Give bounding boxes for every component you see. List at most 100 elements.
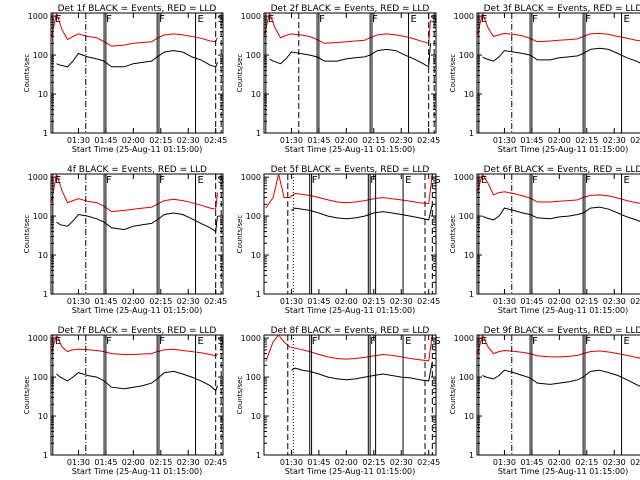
x-tick-label: 02:30 [603,136,626,145]
y-tick-label: 100 [459,212,474,221]
y-tick-label: 1 [469,290,474,299]
plot-panel-9: Det 9f BLACK = Events, RED = LLD 1 10 100 10… [449,326,640,476]
x-tick-label: 02:45 [417,136,440,145]
plot-title: Det 7f BLACK = Events, RED = LLD [58,326,217,336]
y-tick-label: 10 [464,412,474,421]
x-tick-label: 01:45 [307,136,330,145]
event-marker-label: F [159,14,165,25]
y-tick-label: 1000 [454,334,474,343]
y-tick-label: 100 [246,373,261,382]
series-line-lld [265,335,433,362]
plot-frame [263,173,437,295]
y-tick-label: 10 [464,90,474,99]
x-tick-label: 02:30 [390,297,413,306]
event-marker-label: E [198,336,204,347]
series-line-lld [477,13,640,43]
y-tick-label: 1 [469,451,474,460]
x-tick-label: 02:15 [149,458,172,467]
y-axis-label: Counts/sec [449,54,457,93]
series-line-events [269,43,431,68]
event-marker-label: F [370,175,376,186]
series-line-lld [477,174,640,204]
event-marker-label: E [405,175,411,186]
series-line-lld [51,13,218,47]
event-marker-label: F [106,14,112,25]
series-line-lld [51,335,218,357]
y-axis-label: Counts/sec [236,54,244,93]
x-tick-label: 02:00 [548,136,571,145]
y-tick-label: 1000 [28,12,48,21]
x-tick-label: 02:45 [204,297,227,306]
y-tick-label: 1 [43,290,48,299]
y-tick-label: 10 [251,412,261,421]
event-marker-label: F [312,175,318,186]
x-tick-label: 02:00 [548,297,571,306]
x-tick-label: 01:30 [280,136,303,145]
event-marker-label: F [159,175,165,186]
x-tick-label: 02:15 [149,297,172,306]
y-axis-label: Counts/sec [23,376,31,415]
x-tick-label: 01:45 [307,297,330,306]
event-marker-label: E [481,336,487,347]
series-line-events [482,369,640,387]
event-marker-label: S [434,175,440,186]
event-marker-label: E [198,175,204,186]
plot-panel-7: Det 7f BLACK = Events, RED = LLD 1 10 100 10… [23,326,227,476]
event-marker-label: F [319,14,325,25]
event-marker-label: E [55,336,61,347]
x-axis-label: Start Time (25-Aug-11 01:15:00) [285,145,416,154]
event-marker-label: S [218,336,224,347]
event-marker-label: E [624,336,630,347]
x-tick-label: 01:45 [520,297,543,306]
plot-title: Det 5f BLACK = Events, RED = LLD [271,165,430,175]
x-axis-label: Start Time (25-Aug-11 01:15:00) [285,467,416,476]
event-marker-label: E [411,14,417,25]
y-tick-label: 100 [33,51,48,60]
event-marker-label: S [218,14,224,25]
event-marker-label: E [624,14,630,25]
x-tick-label: 01:45 [94,297,117,306]
plot-frame [50,334,224,456]
y-tick-label: 1000 [28,334,48,343]
x-tick-label: 02:45 [417,297,440,306]
x-tick-label: 02:00 [335,136,358,145]
event-marker-label: E [405,336,411,347]
x-tick-label: 02:45 [417,458,440,467]
x-tick-label: 01:30 [493,136,516,145]
x-tick-label: 02:30 [177,297,200,306]
plot-title: Det 2f BLACK = Events, RED = LLD [271,4,430,14]
event-marker-label: F [585,336,591,347]
series-line-lld [477,335,640,359]
y-axis-label: Counts/sec [449,215,457,254]
x-tick-label: 02:30 [603,297,626,306]
event-marker-label: F [106,175,112,186]
plot-panel-1: Det 1f BLACK = Events, RED = LLD 1 10 100 10… [23,4,227,154]
x-axis-label: Start Time (25-Aug-11 01:15:00) [72,306,203,315]
x-tick-label: 02:15 [362,297,385,306]
plot-panel-4: 4f BLACK = Events, RED = LLD 1 10 100 1000 01… [23,165,227,315]
y-tick-label: 1000 [241,173,261,182]
series-line-lld [264,13,431,44]
y-tick-label: 1 [256,451,261,460]
event-marker-label: E [481,175,487,186]
plot-frame [263,12,437,134]
plot-frame [476,12,640,134]
y-tick-label: 1000 [28,173,48,182]
event-marker-label: S [431,14,437,25]
y-tick-label: 100 [459,51,474,60]
y-tick-label: 100 [246,51,261,60]
series-line-events [56,370,218,392]
x-tick-label: 02:45 [204,136,227,145]
event-marker-label: S [434,336,440,347]
y-axis-label: Counts/sec [449,376,457,415]
x-tick-label: 02:15 [362,458,385,467]
event-marker-label: F [370,336,376,347]
x-tick-label: 01:30 [67,136,90,145]
plot-frame [50,12,224,134]
plot-frame [476,173,640,295]
event-marker-label: E [481,14,487,25]
plot-title: 4f BLACK = Events, RED = LLD [67,165,207,175]
series-line-events [291,204,433,221]
x-tick-label: 02:15 [575,297,598,306]
event-marker-label: F [585,14,591,25]
